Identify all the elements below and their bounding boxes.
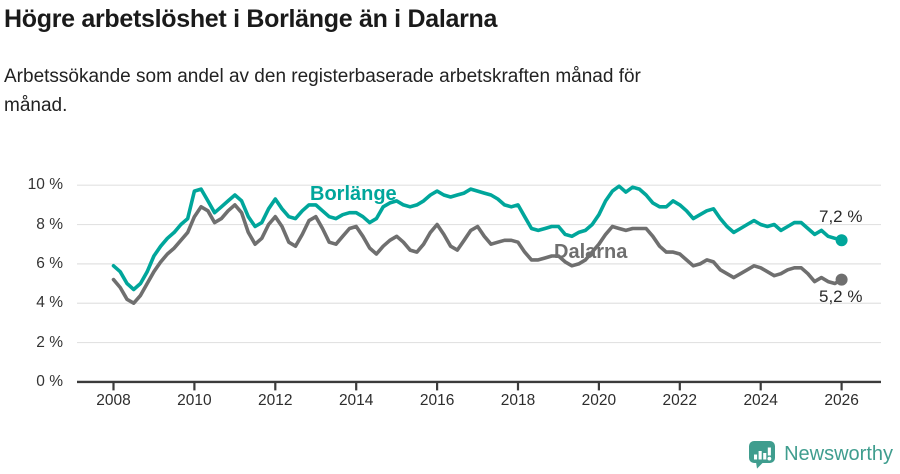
x-axis-tick-label: 2022 <box>662 392 698 409</box>
y-axis-tick-label: 8 % <box>36 215 63 233</box>
y-axis-tick-label: 4 % <box>36 294 63 312</box>
y-axis-tick-label: 6 % <box>36 254 63 272</box>
y-axis-tick-label: 10 % <box>27 176 63 194</box>
newsworthy-logo-icon <box>749 441 776 469</box>
x-axis-tick-label: 2010 <box>177 392 212 409</box>
newsworthy-branding: Newsworthy <box>747 438 893 470</box>
end-dot-dalarna <box>835 273 848 286</box>
x-axis-tick-label: 2024 <box>743 392 778 409</box>
line-dalarna <box>111 203 844 306</box>
series-label-dalarna: Dalarna <box>554 241 628 263</box>
x-axis-tick-label: 2016 <box>419 392 455 409</box>
x-axis-tick-label: 2020 <box>581 392 617 409</box>
chart-title: Högre arbetslöshet i Borlänge än i Dalar… <box>4 5 498 33</box>
y-axis-tick-label: 2 % <box>36 333 63 351</box>
end-value-label-borlange: 7,2 % <box>819 207 863 226</box>
x-axis-tick-label: 2018 <box>500 392 536 409</box>
y-axis-tick-label: 0 % <box>36 372 63 390</box>
x-axis-tick-label: 2026 <box>824 392 859 409</box>
chart-subtitle: Arbetssökande som andel av den registerb… <box>4 66 641 116</box>
x-axis-tick-label: 2012 <box>258 392 293 409</box>
end-value-label-dalarna: 5,2 % <box>819 287 863 306</box>
x-axis-tick-label: 2014 <box>338 392 374 409</box>
line-borlänge <box>111 184 844 292</box>
end-dot-borlänge <box>835 234 848 247</box>
newsworthy-brand-name: Newsworthy <box>784 442 893 465</box>
series-label-borlange: Borlänge <box>310 183 397 205</box>
x-axis-tick-label: 2008 <box>96 392 131 409</box>
